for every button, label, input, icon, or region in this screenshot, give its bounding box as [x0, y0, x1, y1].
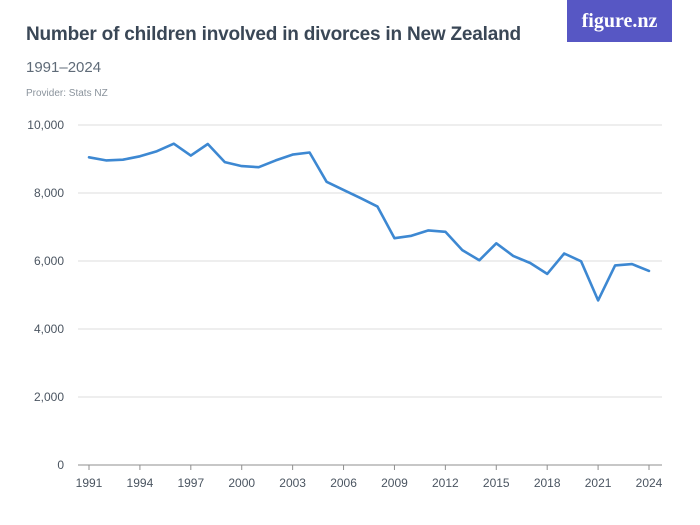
x-axis-ticks: 1991 1994 1997 2000 2003 2006 2009 2012 2015 2018… [76, 465, 663, 490]
data-point[interactable] [118, 155, 128, 165]
y-tick-label: 8,000 [34, 186, 64, 200]
data-point[interactable] [508, 251, 518, 261]
x-tick-label: 2012 [432, 476, 459, 490]
x-tick-label: 2000 [228, 476, 255, 490]
x-tick-label: 2009 [381, 476, 408, 490]
series-group [84, 139, 654, 305]
data-point[interactable] [474, 255, 484, 265]
y-tick-label: 0 [57, 458, 64, 472]
x-tick-label: 1994 [127, 476, 154, 490]
data-point[interactable] [559, 249, 569, 259]
data-point[interactable] [525, 258, 535, 268]
data-point[interactable] [220, 157, 230, 167]
data-point[interactable] [593, 295, 603, 305]
data-point[interactable] [542, 269, 552, 279]
x-tick-label: 2018 [534, 476, 561, 490]
data-point[interactable] [84, 152, 94, 162]
x-tick-label: 2003 [279, 476, 306, 490]
x-tick-label: 2021 [585, 476, 612, 490]
series-line [87, 142, 651, 302]
data-point[interactable] [152, 146, 162, 156]
data-point[interactable] [203, 139, 213, 149]
data-point[interactable] [627, 259, 637, 269]
data-provider: Provider: Stats NZ [26, 88, 108, 99]
data-point[interactable] [373, 202, 383, 212]
data-point[interactable] [237, 161, 247, 171]
x-tick-label: 1997 [177, 476, 204, 490]
y-tick-label: 6,000 [34, 254, 64, 268]
figure-nz-logo[interactable]: figure.nz [567, 0, 672, 42]
data-point[interactable] [254, 162, 264, 172]
data-point[interactable] [644, 266, 654, 276]
x-tick-label: 1991 [76, 476, 103, 490]
data-point[interactable] [186, 151, 196, 161]
data-point[interactable] [288, 150, 298, 160]
y-axis-ticks: 0 2,000 4,000 6,000 8,000 10,000 [27, 118, 64, 472]
y-tick-label: 4,000 [34, 322, 64, 336]
data-point[interactable] [271, 155, 281, 165]
data-point[interactable] [610, 260, 620, 270]
data-point[interactable] [406, 231, 416, 241]
data-point[interactable] [457, 245, 467, 255]
y-tick-label: 2,000 [34, 390, 64, 404]
data-point[interactable] [576, 256, 586, 266]
data-point[interactable] [135, 151, 145, 161]
data-point[interactable] [423, 225, 433, 235]
x-tick-label: 2006 [330, 476, 357, 490]
data-point[interactable] [101, 155, 111, 165]
chart-title: Number of children involved in divorces … [26, 24, 521, 45]
data-point[interactable] [322, 177, 332, 187]
x-tick-label: 2015 [483, 476, 510, 490]
data-point[interactable] [305, 148, 315, 158]
chart-subtitle: 1991–2024 [26, 59, 102, 76]
data-point[interactable] [491, 238, 501, 248]
y-tick-label: 10,000 [27, 118, 64, 132]
gridlines [78, 124, 662, 398]
data-point[interactable] [440, 227, 450, 237]
data-point[interactable] [356, 193, 366, 203]
data-point[interactable] [339, 185, 349, 195]
data-point[interactable] [390, 233, 400, 243]
x-tick-label: 2024 [636, 476, 663, 490]
data-point[interactable] [169, 139, 179, 149]
